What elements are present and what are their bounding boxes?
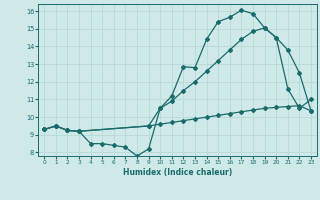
X-axis label: Humidex (Indice chaleur): Humidex (Indice chaleur)	[123, 168, 232, 177]
